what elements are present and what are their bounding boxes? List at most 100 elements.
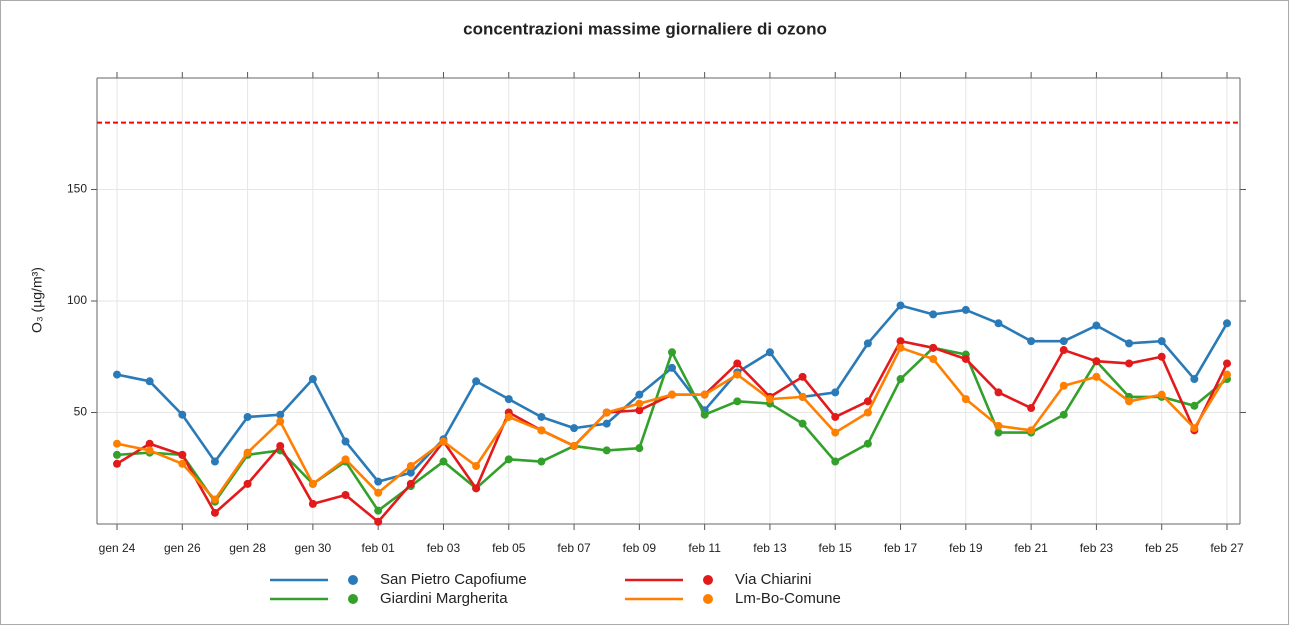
- data-point: [341, 455, 350, 464]
- data-point: [831, 388, 840, 397]
- data-point: [929, 354, 938, 363]
- data-point: [994, 388, 1003, 397]
- data-point: [145, 439, 154, 448]
- x-tick-label: feb 17: [884, 541, 918, 555]
- x-tick-label: gen 28: [229, 541, 266, 555]
- data-point: [1059, 381, 1068, 390]
- data-point: [863, 339, 872, 348]
- data-point: [1059, 410, 1068, 419]
- data-point: [635, 444, 644, 453]
- data-point: [668, 363, 676, 372]
- data-point: [1125, 397, 1134, 406]
- data-point: [798, 419, 807, 428]
- x-tick-label: feb 05: [492, 541, 526, 555]
- legend-marker: [348, 575, 358, 585]
- data-point: [798, 372, 807, 381]
- data-point: [994, 319, 1003, 328]
- data-point: [210, 508, 219, 517]
- data-point: [896, 337, 905, 346]
- x-tick-label: feb 19: [949, 541, 983, 555]
- data-point: [276, 410, 285, 419]
- data-point: [668, 390, 676, 399]
- data-point: [1190, 401, 1199, 410]
- data-point: [276, 417, 285, 426]
- data-point: [863, 397, 872, 406]
- data-point: [1092, 372, 1101, 381]
- x-tick-label: feb 25: [1145, 541, 1179, 555]
- data-point: [276, 441, 285, 450]
- data-point: [1190, 424, 1199, 433]
- data-point: [635, 406, 644, 415]
- data-point: [113, 370, 121, 379]
- data-point: [602, 419, 611, 428]
- data-point: [341, 437, 350, 446]
- data-point: [896, 343, 905, 352]
- data-point: [700, 390, 709, 399]
- data-point: [472, 377, 481, 386]
- x-tick-label: gen 30: [295, 541, 332, 555]
- data-point: [374, 517, 383, 526]
- data-point: [178, 410, 187, 419]
- legend-marker: [703, 594, 713, 604]
- data-point: [439, 457, 448, 466]
- x-tick-label: feb 09: [623, 541, 657, 555]
- x-tick-label: feb 23: [1080, 541, 1114, 555]
- data-point: [635, 390, 644, 399]
- data-point: [733, 359, 742, 368]
- x-tick-label: gen 26: [164, 541, 201, 555]
- data-point: [831, 428, 840, 437]
- data-point: [1092, 321, 1101, 330]
- x-tick-label: feb 11: [688, 541, 721, 555]
- data-point: [406, 468, 415, 477]
- legend-label: Giardini Margherita: [380, 590, 508, 607]
- data-point: [765, 395, 774, 404]
- chart-title: concentrazioni massime giornaliere di oz…: [463, 19, 827, 38]
- y-tick-label: 150: [67, 182, 87, 196]
- data-point: [145, 377, 154, 386]
- data-point: [961, 354, 970, 363]
- data-point: [994, 428, 1003, 437]
- y-tick-label: 100: [67, 293, 87, 307]
- data-point: [929, 310, 938, 319]
- data-point: [1059, 337, 1068, 346]
- data-point: [537, 457, 546, 466]
- x-tick-label: feb 01: [361, 541, 395, 555]
- data-point: [798, 392, 807, 401]
- data-point: [733, 370, 742, 379]
- data-point: [243, 448, 252, 457]
- data-point: [831, 457, 840, 466]
- data-point: [961, 395, 970, 404]
- data-point: [210, 457, 219, 466]
- data-point: [113, 439, 121, 448]
- data-point: [602, 446, 611, 455]
- data-point: [863, 408, 872, 417]
- legend-label: San Pietro Capofiume: [380, 571, 527, 588]
- data-point: [1125, 339, 1134, 348]
- data-point: [439, 437, 448, 446]
- data-point: [765, 348, 774, 357]
- data-point: [1223, 319, 1231, 328]
- data-point: [178, 450, 187, 459]
- data-point: [243, 412, 252, 421]
- data-point: [1157, 390, 1166, 399]
- x-tick-label: feb 13: [753, 541, 787, 555]
- x-tick-label: gen 24: [99, 541, 136, 555]
- data-point: [472, 484, 481, 493]
- data-point: [341, 491, 350, 500]
- x-tick-label: feb 21: [1014, 541, 1048, 555]
- data-point: [504, 412, 513, 421]
- data-point: [1059, 346, 1068, 355]
- data-point: [896, 375, 905, 384]
- data-point: [570, 424, 579, 433]
- data-point: [243, 479, 252, 488]
- data-point: [113, 450, 121, 459]
- x-tick-label: feb 27: [1210, 541, 1244, 555]
- data-point: [1223, 370, 1231, 379]
- y-tick-label: 50: [74, 405, 88, 419]
- data-point: [961, 305, 970, 314]
- data-point: [994, 421, 1003, 430]
- data-point: [863, 439, 872, 448]
- x-tick-label: feb 03: [427, 541, 461, 555]
